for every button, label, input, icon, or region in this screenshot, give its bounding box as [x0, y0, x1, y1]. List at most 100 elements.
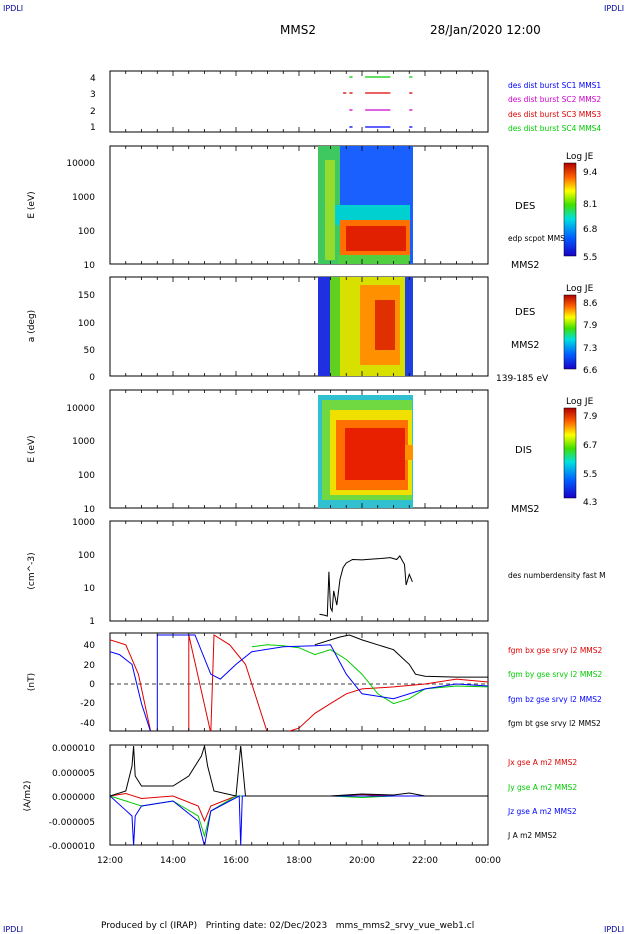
des-energy-side-label3: MMS2 [511, 260, 539, 271]
bfield-ylabel: (nT) [27, 673, 37, 691]
des-pitch-left-blue [318, 277, 330, 376]
des-energy-panel-frame [109, 145, 489, 265]
dis-energy-ytick-1000: 1000 [72, 437, 95, 447]
density-ytick-1: 1 [89, 617, 95, 627]
time-tick-1400: 14:00 [160, 856, 186, 866]
des-pitch-colorbar [563, 294, 577, 370]
des-pitch-side-label2: MMS2 [511, 340, 539, 351]
des-pitch-red [375, 300, 395, 350]
dis-energy-ytick-10: 10 [84, 505, 96, 515]
burst-yticks: 4 3 2 1 [90, 74, 96, 133]
corner-label-bottom-left: IPDLI [3, 925, 23, 934]
des-pitch-cbar-tick-66: 6.6 [583, 366, 598, 376]
current-ytick-p5: 0.000005 [52, 769, 95, 779]
current-series-line-0 [110, 792, 488, 823]
legend-sc4: des dist burst SC4 MMS4 [508, 124, 601, 133]
des-energy-colorbar [563, 162, 577, 257]
bfield-ytick-m40: -40 [80, 719, 95, 729]
dis-energy-cbar-tick-55: 5.5 [583, 470, 597, 480]
footer-text: Produced by cl (IRAP) Printing date: 02/… [101, 921, 474, 931]
bfield-series-line-1 [251, 644, 488, 705]
des-energy-cbar-tick-55: 5.5 [583, 253, 597, 263]
dis-energy-yticks: 10000 1000 100 10 [66, 404, 95, 515]
bfield-series-line-0 [110, 634, 488, 731]
burst-segments-layer [343, 76, 413, 128]
dis-energy-right-tail [405, 445, 413, 460]
density-ytick-1000: 1000 [72, 518, 95, 528]
legend-bz: fgm bz gse srvy l2 MMS2 [508, 695, 602, 704]
current-ytick-m5: -0.000005 [49, 818, 95, 828]
current-panel-frame [109, 744, 489, 846]
des-pitch-ytick-150: 150 [78, 291, 95, 301]
current-lines [110, 745, 488, 845]
des-energy-ylabel: E (eV) [27, 191, 37, 218]
density-lines [319, 555, 413, 617]
legend-by: fgm by gse srvy l2 MMS2 [508, 670, 603, 679]
des-pitch-cbar-tick-73: 7.3 [583, 344, 597, 354]
burst-panel-frame [109, 70, 489, 133]
legend-j: J A m2 MMS2 [507, 831, 557, 840]
density-yticks: 1000 100 10 1 [72, 518, 95, 627]
dis-energy-panel-frame [109, 389, 489, 509]
dis-energy-cbar-tick-67: 6.7 [583, 441, 597, 451]
dis-energy-ytick-10000: 10000 [66, 404, 95, 414]
bfield-legend: fgm bx gse srvy l2 MMS2 fgm by gse srvy … [508, 646, 603, 728]
current-yticks: 0.000010 0.000005 0.000000 -0.000005 -0.… [49, 744, 95, 852]
bfield-lines [110, 634, 488, 731]
dis-energy-side-label: DIS [515, 445, 532, 456]
time-axis-ticks [109, 71, 489, 845]
des-energy-cbar-ticks: 9.4 8.1 6.8 5.5 [583, 168, 598, 263]
des-pitch-yticks: 150 100 50 0 [78, 291, 95, 383]
current-series-line-2 [110, 795, 488, 845]
bfield-ytick-m20: -20 [80, 699, 95, 709]
corner-label-bottom-right: IPDLI [604, 925, 624, 934]
des-pitch-spectrogram [318, 277, 413, 376]
legend-jy: Jy gse A m2 MMS2 [507, 783, 577, 792]
dis-energy-cbar-ticks: 7.9 6.7 5.5 4.3 [583, 412, 598, 508]
legend-jx: Jx gse A m2 MMS2 [507, 758, 577, 767]
des-pitch-cbar-tick-79: 7.9 [583, 321, 598, 331]
des-energy-cbar-tick-81: 8.1 [583, 200, 597, 210]
current-series-line-3 [110, 745, 488, 797]
density-ytick-100: 100 [78, 551, 95, 561]
des-pitch-ytick-100: 100 [78, 319, 95, 329]
current-ylabel: (A/m2) [23, 781, 33, 812]
bfield-ytick-20: 20 [84, 661, 96, 671]
dis-energy-red [345, 428, 405, 480]
legend-sc1: des dist burst SC1 MMS1 [508, 81, 601, 90]
des-energy-spectrogram [318, 146, 413, 264]
des-energy-cbar-tick-94: 9.4 [583, 168, 598, 178]
density-panel-frame [109, 520, 489, 622]
current-ytick-0: 0.000000 [52, 793, 95, 803]
des-pitch-cbar-title: Log JE [566, 284, 594, 294]
dis-energy-side-label2: MMS2 [511, 504, 539, 515]
time-axis-labels: 12:00 14:00 16:00 18:00 20:00 22:00 00:0… [97, 856, 501, 866]
bfield-series-line-2 [110, 634, 488, 731]
des-pitch-right-blue [405, 277, 413, 376]
density-legend: des numberdensity fast M [508, 571, 606, 580]
current-legend: Jx gse A m2 MMS2 Jy gse A m2 MMS2 Jz gse… [507, 758, 577, 840]
des-energy-ytick-100: 100 [78, 227, 95, 237]
des-pitch-side-label: DES [515, 307, 535, 318]
des-energy-lowband-red [346, 226, 406, 251]
des-energy-yticks: 10000 1000 100 10 [66, 159, 95, 271]
des-pitch-ytick-50: 50 [84, 346, 96, 356]
dis-energy-cbar-tick-43: 4.3 [583, 498, 597, 508]
burst-ytick-2: 2 [90, 107, 96, 117]
legend-jz: Jz gse A m2 MMS2 [507, 807, 577, 816]
current-ytick-m10: -0.000010 [49, 842, 95, 852]
des-energy-ytick-10000: 10000 [66, 159, 95, 169]
legend-bt: fgm bt gse srvy l2 MMS2 [508, 719, 601, 728]
dis-energy-cbar-title: Log JE [566, 397, 594, 407]
dis-energy-ylabel: E (eV) [27, 435, 37, 462]
des-energy-side-label2: edp scpot MMS2 [508, 234, 570, 243]
time-tick-1200: 12:00 [97, 856, 123, 866]
density-ytick-10: 10 [84, 584, 96, 594]
des-energy-cbar-tick-68: 6.8 [583, 225, 598, 235]
bfield-ytick-0: 0 [89, 680, 95, 690]
time-tick-0000: 00:00 [475, 856, 501, 866]
des-energy-yellow-band [325, 160, 335, 260]
time-tick-2200: 22:00 [412, 856, 438, 866]
figure-datetime: 28/Jan/2020 12:00 [430, 23, 541, 37]
